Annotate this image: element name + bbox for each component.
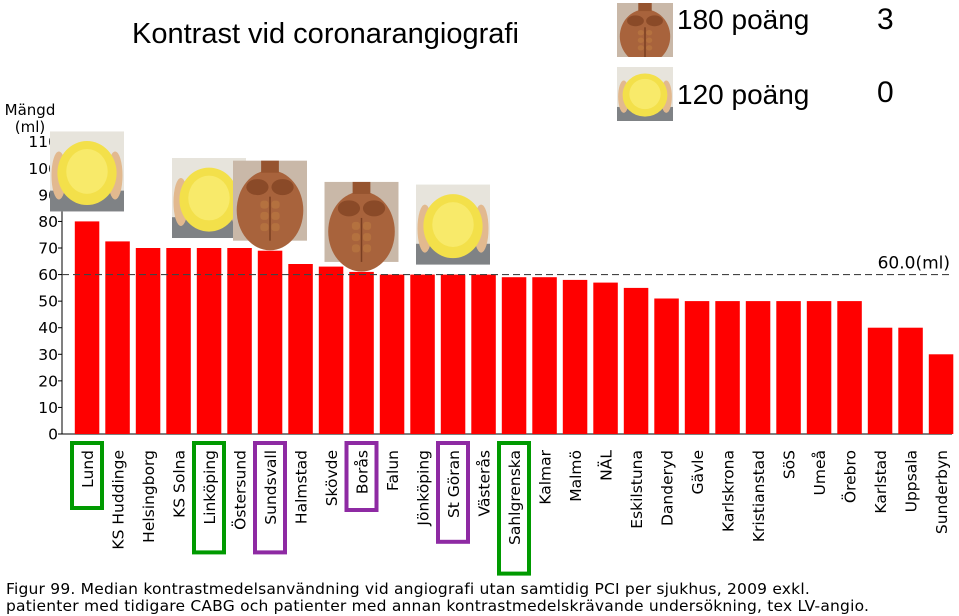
x-tick-label: Helsingborg [140,450,158,543]
legend-overweight-count: 0 [877,76,894,109]
bar-östersund [227,248,252,434]
x-tick-label: Örebro [841,450,860,503]
x-tick-label: KS Solna [171,450,189,518]
bar-halmstad [288,264,313,434]
bar-borås [349,271,374,434]
y-tick-label: 50 [38,293,58,311]
y-tick-label: 60 [38,266,58,284]
x-tick-label: Linköping [201,450,219,524]
x-tick-label: Sahlgrenska [506,450,524,545]
x-tick-label: SöS [781,450,799,479]
caption-line-2: patienter med tidigare CABG och patiente… [6,597,870,615]
x-tick-label: Malmö [567,450,585,502]
muscular-torso-photo [617,3,673,57]
muscular-torso-photo [233,160,307,251]
x-tick-label: Östersund [231,450,250,530]
x-tick-label: Kristianstad [750,450,768,542]
highlight-box-sahlgrenska [497,441,531,576]
x-tick-label: Umeå [811,450,829,495]
x-tick-label: Lund [79,450,97,488]
bar-danderyd [654,298,679,434]
y-tick-label: 40 [38,319,58,337]
bar-jönköping [410,274,435,434]
bar-kalmar [532,277,557,434]
overweight-torso-photo [416,184,490,265]
x-tick-label: Karlskrona [720,450,738,532]
highlight-box-st-göran [436,441,470,544]
x-tick-label: Gävle [689,450,707,495]
x-tick-label: Skövde [323,450,341,506]
bar-umeå [806,301,832,434]
y-axis-title: Mängd [5,101,56,119]
x-tick-label: Uppsala [903,450,921,512]
muscular-torso-photo [324,181,399,272]
bar-helsingborg [135,248,161,434]
y-tick-label: 0 [48,426,58,444]
overweight-torso-photo [172,158,246,239]
bar-karlstad [867,327,893,434]
bar-linköping [196,248,222,434]
legend-muscular-count: 3 [877,3,894,36]
x-tick-label: KS Huddinge [110,450,128,550]
bar-uppsala [898,327,923,434]
y-tick-label: 20 [38,372,58,390]
bar-ks-solna [166,248,191,434]
slide-title: Kontrast vid coronarangiografi [132,18,519,50]
y-axis-title: (ml) [15,118,45,136]
x-tick-label: Danderyd [659,450,677,526]
bar-lund [74,221,100,434]
y-tick-label: 70 [38,240,58,258]
bar-falun [379,274,405,434]
overweight-torso-photo [617,67,673,121]
y-tick-label: 30 [38,346,58,364]
bar-västerås [471,274,496,434]
highlight-box-lund [70,441,104,510]
bar-st-göran [440,274,466,434]
x-tick-label: Falun [384,450,402,491]
bar-sahlgrenska [501,277,527,434]
legend-muscular-label: 180 poäng [677,4,810,35]
highlight-box-borås [344,441,379,512]
x-tick-label: Karlstad [872,450,890,514]
x-tick-label: Halmstad [293,450,311,524]
bar-ks-huddinge [105,241,130,434]
legend-muscular-photo [617,3,673,57]
x-tick-label: Borås [354,450,372,494]
bar-sös [776,301,801,434]
highlight-box-linköping [192,441,226,555]
highlight-box-sundsvall [253,441,287,555]
reference-line-label: 60.0(ml) [878,254,950,274]
x-tick-label: Västerås [476,450,494,517]
x-tick-label: St Göran [445,450,463,518]
bar-eskilstuna [623,287,649,434]
bar-örebro [837,301,862,434]
x-tick-label: Kalmar [537,449,555,504]
bar-karlskrona [715,301,740,434]
x-tick-label: NÄL [597,450,616,481]
bar-malmö [562,279,588,434]
bar-sundsvall [257,250,283,434]
x-tick-label: Sundsvall [262,450,280,525]
bar-skövde [318,266,344,434]
bar-kristianstad [745,301,771,434]
caption-line-1: Figur 99. Median kontrastmedelsanvändnin… [6,580,810,598]
y-tick-label: 10 [38,399,58,417]
bar-sunderbyn [928,354,954,434]
x-tick-label: Sunderbyn [933,450,951,534]
x-tick-label: Jönköping [415,450,433,527]
x-tick-label: Eskilstuna [628,450,646,529]
legend-overweight-photo [617,67,673,121]
bar-näl [593,282,618,434]
y-tick-label: 80 [38,213,58,231]
overweight-torso-photo [50,131,124,212]
bar-gävle [684,301,710,434]
legend-overweight-label: 120 poäng [677,79,810,110]
